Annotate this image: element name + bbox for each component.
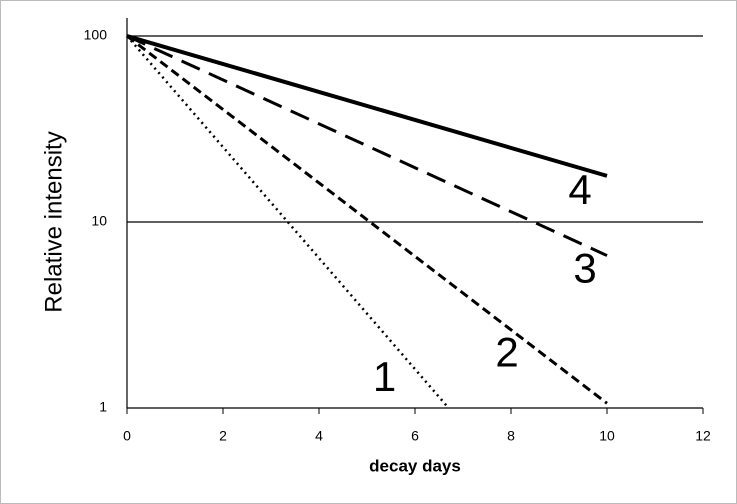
x-tick-label: 8 <box>507 428 515 444</box>
x-tick-label: 0 <box>123 428 131 444</box>
series-label: 3 <box>573 245 596 292</box>
series-label: 4 <box>568 166 591 213</box>
x-axis-title: decay days <box>369 456 461 475</box>
line <box>126 34 608 405</box>
line <box>126 35 450 409</box>
y-tick-label: 100 <box>84 27 108 43</box>
x-tick-label: 10 <box>599 428 615 444</box>
series-label: 1 <box>373 353 396 400</box>
x-tick-label: 12 <box>695 428 711 444</box>
line <box>126 34 608 257</box>
x-tick-label: 6 <box>411 428 419 444</box>
x-tick-label: 4 <box>315 428 323 444</box>
y-axis-title: Relative intensity <box>40 131 67 312</box>
y-tick-label: 10 <box>91 213 107 229</box>
series-label: 2 <box>495 328 518 375</box>
x-tick-label: 2 <box>219 428 227 444</box>
line <box>126 34 608 178</box>
y-tick-label: 1 <box>99 399 107 415</box>
